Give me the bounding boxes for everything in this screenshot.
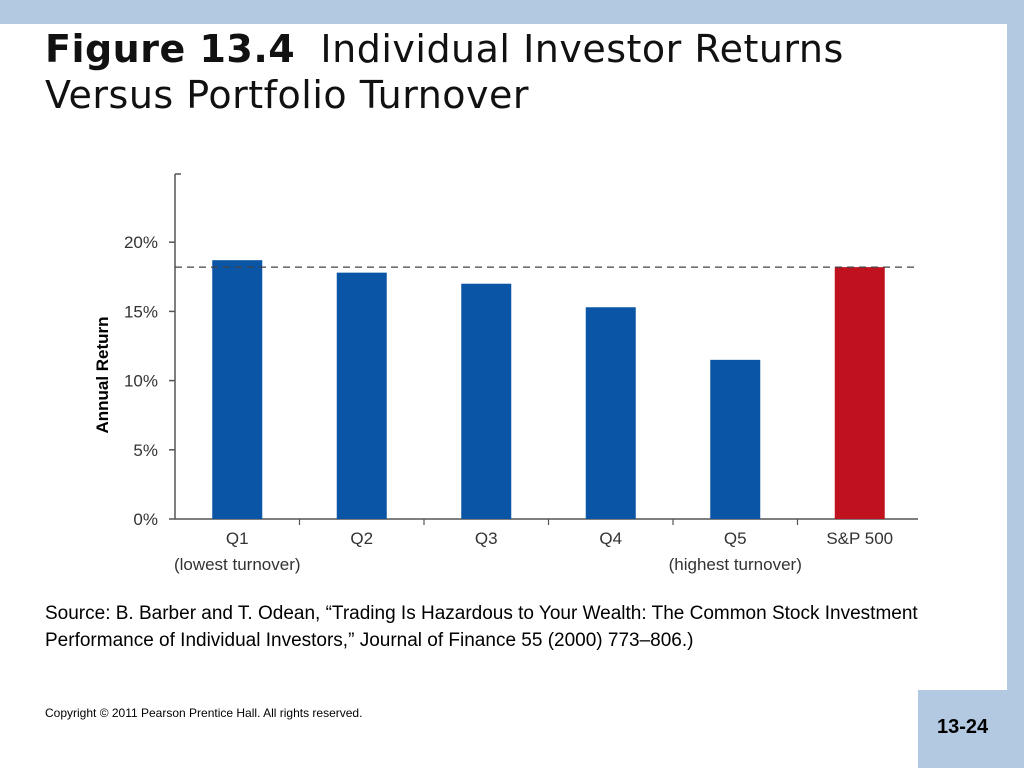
title-line2: Versus Portfolio Turnover xyxy=(45,73,530,117)
copyright-notice: Copyright © 2011 Pearson Prentice Hall. … xyxy=(45,706,363,720)
figure-label: Figure 13.4 xyxy=(45,27,296,71)
y-tick-label: 20% xyxy=(124,233,158,252)
bar-q3 xyxy=(461,283,512,519)
y-tick-label: 5% xyxy=(133,441,158,460)
x-tick-label: Q4 xyxy=(599,529,622,548)
x-tick-label: Q1 xyxy=(226,529,249,548)
bar-q4 xyxy=(585,307,636,519)
y-tick-label: 0% xyxy=(133,510,158,529)
source-citation: Source: B. Barber and T. Odean, “Trading… xyxy=(45,603,918,651)
bar-s-p-500 xyxy=(834,267,885,519)
x-tick-label: Q2 xyxy=(350,529,373,548)
x-tick-sublabel: (lowest turnover) xyxy=(174,555,301,574)
bar-q1 xyxy=(212,260,263,519)
bar-q5 xyxy=(710,359,761,519)
slide-title: Figure 13.4 Individual Investor Returns … xyxy=(45,26,844,118)
x-tick-label: Q5 xyxy=(724,529,747,548)
page-number: 13-24 xyxy=(937,716,989,738)
page-number-box xyxy=(918,690,1024,768)
y-tick-label: 15% xyxy=(124,302,158,321)
x-tick-sublabel: (highest turnover) xyxy=(669,555,802,574)
x-tick-label: Q3 xyxy=(475,529,498,548)
bar-chart: 0% 5% 10% 15% 20% Annual Return Q1 (lowest turn… xyxy=(93,173,918,574)
y-tick-label: 10% xyxy=(124,372,158,391)
bar-q2 xyxy=(336,272,387,519)
y-axis-label: Annual Return xyxy=(93,316,112,433)
x-tick-label: S&P 500 xyxy=(826,529,893,548)
title-line1: Individual Investor Returns xyxy=(320,27,844,71)
